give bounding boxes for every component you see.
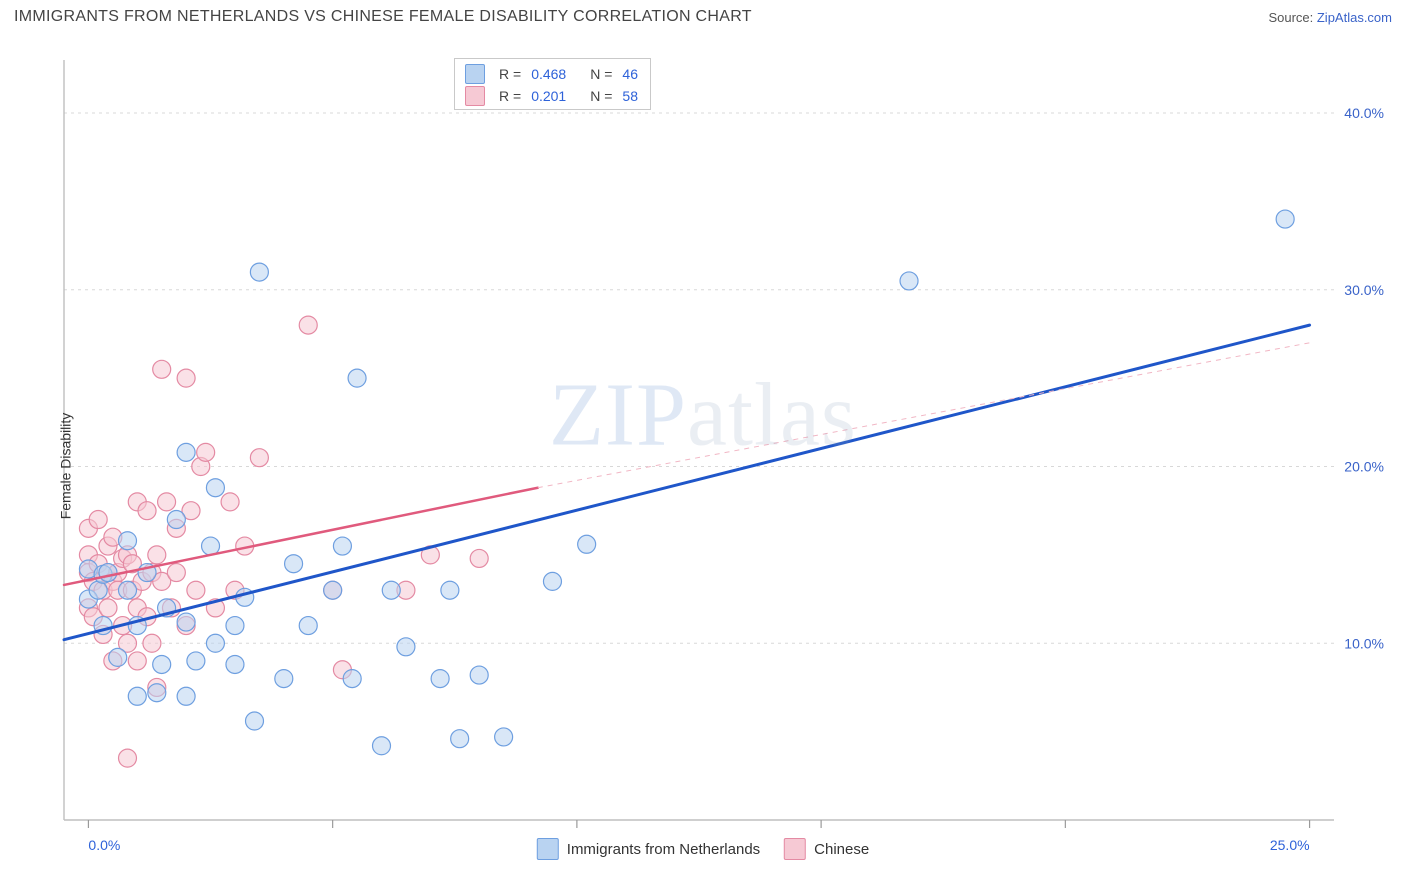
legend-r-value: 0.201 <box>531 85 566 107</box>
legend-row: R = 0.201 N = 58 <box>465 85 640 107</box>
svg-text:40.0%: 40.0% <box>1344 105 1384 121</box>
legend-row: R = 0.468 N = 46 <box>465 63 640 85</box>
source-prefix: Source: <box>1268 10 1316 25</box>
series-legend-label: Chinese <box>814 841 869 858</box>
svg-text:25.0%: 25.0% <box>1270 837 1310 853</box>
legend-r-label: R = <box>499 63 521 85</box>
svg-text:30.0%: 30.0% <box>1344 282 1384 298</box>
svg-text:0.0%: 0.0% <box>88 837 120 853</box>
legend-swatch <box>465 86 485 106</box>
series-legend: Immigrants from Netherlands Chinese <box>537 836 869 862</box>
legend-n-value: 46 <box>622 63 638 85</box>
chart-title: IMMIGRANTS FROM NETHERLANDS VS CHINESE F… <box>14 8 752 26</box>
series-legend-item: Immigrants from Netherlands <box>537 838 760 860</box>
series-legend-item: Chinese <box>784 838 869 860</box>
legend-r-label: R = <box>499 85 521 107</box>
y-axis-label: Female Disability <box>57 413 73 520</box>
legend-r-value: 0.468 <box>531 63 566 85</box>
svg-text:20.0%: 20.0% <box>1344 459 1384 475</box>
scatter-chart: 10.0% 20.0% 30.0% 40.0% 0.0% 25.0% <box>14 40 1392 892</box>
legend-swatch <box>784 838 806 860</box>
chart-header: IMMIGRANTS FROM NETHERLANDS VS CHINESE F… <box>0 0 1406 30</box>
correlation-legend: R = 0.468 N = 46 R = 0.201 N = 58 <box>454 58 651 110</box>
chart-source: Source: ZipAtlas.com <box>1268 10 1392 25</box>
legend-n-value: 58 <box>622 85 638 107</box>
legend-n-label: N = <box>590 85 612 107</box>
legend-n-label: N = <box>590 63 612 85</box>
source-link[interactable]: ZipAtlas.com <box>1317 10 1392 25</box>
legend-swatch <box>537 838 559 860</box>
chart-container: Female Disability ZIPatlas 10.0%20.0%30.… <box>14 40 1392 892</box>
svg-text:10.0%: 10.0% <box>1344 635 1384 651</box>
series-legend-label: Immigrants from Netherlands <box>567 841 760 858</box>
legend-swatch <box>465 64 485 84</box>
